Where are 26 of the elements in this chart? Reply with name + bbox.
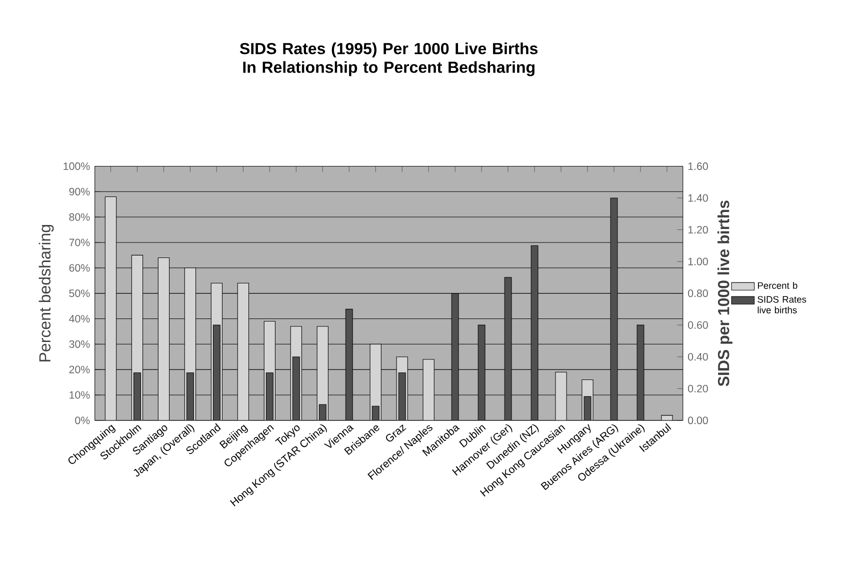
chart-title: SIDS Rates (1995) Per 1000 Live Births In Relationship to Percent Bedsharing [240,42,538,76]
y-axis-title: Percent bedsharing [38,224,54,362]
y2-tick-label: 1.40 [688,194,708,202]
legend-label: SIDS Rates live births [758,296,806,314]
y2-tick-label: 1.00 [688,258,708,266]
y-tick-label: 20% [69,366,90,374]
y-tick-label: 30% [69,340,90,348]
legend-label: Percent b [758,282,798,289]
y2-tick-label: 1.20 [688,226,708,234]
y-tick-label: 40% [69,314,90,322]
y2-tick-label: 1.60 [688,162,708,170]
y2-tick-label: 0.80 [688,290,708,298]
y2-tick-label: 0.20 [688,384,708,392]
y2-tick-label: 0.60 [688,321,708,329]
y-tick-label: 10% [70,391,90,399]
y-tick-label: 100% [64,162,90,170]
y2-tick-label: 0.40 [688,353,708,361]
y-tick-label: 70% [69,238,90,246]
y2-tick-label: 0.00 [688,416,708,424]
x-tick-label: Graz [386,424,406,442]
y2-axis-title: SIDS per 1000 live births [718,200,732,386]
y-tick-label: 50% [69,290,90,298]
y-tick-label: 80% [69,213,90,221]
y-tick-label: 0% [75,416,90,424]
y-tick-label: 90% [69,188,90,196]
y-tick-label: 60% [69,264,90,272]
